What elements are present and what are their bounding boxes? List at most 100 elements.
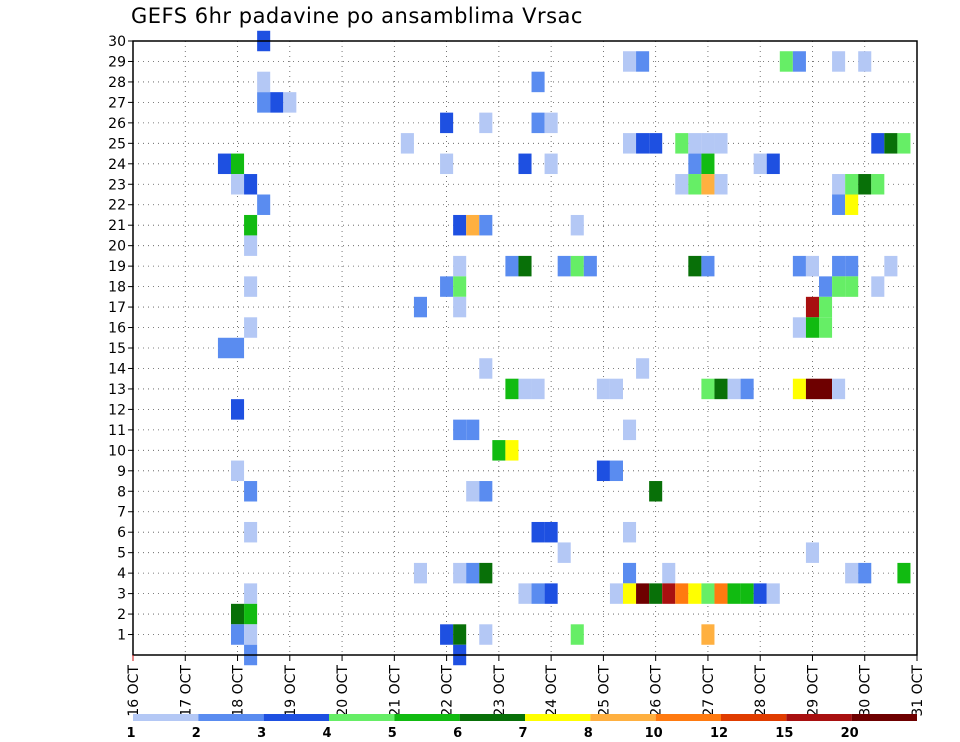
- heatmap-cell: [518, 255, 532, 277]
- y-tick-label: 4: [117, 566, 126, 582]
- heatmap-cell: [413, 296, 427, 318]
- heatmap-cell: [845, 562, 859, 584]
- plot-frame: [132, 40, 918, 656]
- heatmap-cell: [609, 378, 623, 400]
- heatmap-cell: [544, 153, 558, 175]
- heatmap-cell: [400, 133, 414, 154]
- heatmap-cell: [244, 317, 258, 338]
- heatmap-cell: [688, 133, 702, 154]
- heatmap-cell: [518, 378, 532, 400]
- heatmap-cell: [596, 460, 610, 482]
- heatmap-cell: [792, 51, 806, 72]
- heatmap-cell: [244, 276, 258, 297]
- heatmap-cell: [662, 583, 676, 604]
- legend-swatch: [198, 714, 264, 721]
- heatmap-cell: [636, 133, 650, 154]
- legend-swatch: [721, 714, 787, 721]
- heatmap-cell: [531, 378, 545, 400]
- y-tick-label: 7: [117, 505, 126, 521]
- legend-label: 4: [322, 726, 331, 741]
- heatmap-cell: [649, 133, 663, 154]
- color-legend: 1 2 3 4 5 6 7 8 10 12 15 20: [126, 714, 917, 741]
- legend-swatch: [851, 714, 917, 721]
- heatmap-cell: [244, 481, 258, 502]
- heatmap-cell: [570, 214, 584, 236]
- heatmap-cell: [413, 562, 427, 584]
- heatmap-cell: [675, 133, 689, 154]
- legend-label: 7: [518, 726, 527, 741]
- data-cells: [217, 30, 911, 666]
- heatmap-cell: [453, 624, 467, 645]
- legend-label: 10: [645, 726, 663, 741]
- heatmap-cell: [714, 174, 728, 195]
- y-tick-label: 13: [108, 382, 126, 398]
- heatmap-cell: [884, 255, 898, 277]
- x-tick-label: 28 OCT: [753, 665, 769, 717]
- heatmap-cell: [766, 153, 780, 175]
- y-tick-label: 22: [108, 198, 126, 214]
- heatmap-cell: [479, 214, 493, 236]
- heatmap-cell: [688, 153, 702, 175]
- heatmap-cell: [636, 358, 650, 379]
- heatmap-cell: [727, 583, 741, 604]
- heatmap-cell: [805, 378, 819, 400]
- heatmap-cell: [675, 174, 689, 195]
- heatmap-cell: [479, 624, 493, 645]
- heatmap-cell: [623, 51, 637, 72]
- heatmap-cell: [740, 583, 754, 604]
- heatmap-cell: [244, 603, 258, 625]
- heatmap-cell: [244, 174, 258, 195]
- heatmap-cell: [231, 337, 245, 359]
- heatmap-cell: [845, 276, 859, 297]
- heatmap-cell: [518, 583, 532, 604]
- heatmap-cell: [257, 92, 271, 113]
- heatmap-cell: [701, 378, 715, 400]
- heatmap-cell: [832, 194, 846, 215]
- heatmap-cell: [557, 542, 571, 563]
- heatmap-cell: [871, 133, 885, 154]
- heatmap-cell: [505, 440, 519, 461]
- legend-swatch: [655, 714, 721, 721]
- heatmap-cell: [231, 174, 245, 195]
- y-tick-label: 26: [108, 116, 126, 132]
- heatmap-cell: [570, 624, 584, 645]
- heatmap-cell: [675, 583, 689, 604]
- heatmap-cell: [636, 583, 650, 604]
- heatmap-cell: [270, 92, 284, 113]
- heatmap-cell: [479, 112, 493, 134]
- x-tick-label: 22 OCT: [440, 665, 456, 717]
- x-axis-ticks: 16 OCT 17 OCT 18 OCT 19 OCT 20 OCT 21 OCT 22 O…: [126, 655, 926, 717]
- y-tick-label: 29: [108, 54, 126, 70]
- heatmap-cell: [845, 174, 859, 195]
- heatmap-cell: [714, 583, 728, 604]
- heatmap-cell: [819, 378, 833, 400]
- heatmap-cell: [819, 317, 833, 338]
- x-tick-label: 30 OCT: [858, 665, 874, 717]
- heatmap-cell: [858, 562, 872, 584]
- heatmap-cell: [231, 624, 245, 645]
- heatmap-cell: [819, 296, 833, 318]
- heatmap-cell: [217, 153, 231, 175]
- heatmap-cell: [244, 624, 258, 645]
- legend-swatch: [786, 714, 852, 721]
- heatmap-cell: [623, 133, 637, 154]
- y-tick-label: 10: [108, 443, 126, 459]
- heatmap-cell: [609, 460, 623, 482]
- heatmap-cell: [701, 255, 715, 277]
- x-tick-label: 19 OCT: [283, 665, 299, 717]
- heatmap-cell: [792, 317, 806, 338]
- x-tick-label: 18 OCT: [231, 665, 247, 717]
- heatmap-cell: [727, 378, 741, 400]
- heatmap-cell: [688, 583, 702, 604]
- x-tick-label: 23 OCT: [492, 665, 508, 717]
- legend-swatch: [590, 714, 656, 721]
- heatmap-cell: [832, 276, 846, 297]
- legend-label: 6: [453, 726, 462, 741]
- heatmap-cell: [714, 133, 728, 154]
- heatmap-cell: [440, 624, 454, 645]
- chart-title: GEFS 6hr padavine po ansamblima Vrsac: [131, 4, 583, 28]
- heatmap-cell: [858, 174, 872, 195]
- heatmap-cell: [884, 133, 898, 154]
- heatmap-cell: [531, 521, 545, 543]
